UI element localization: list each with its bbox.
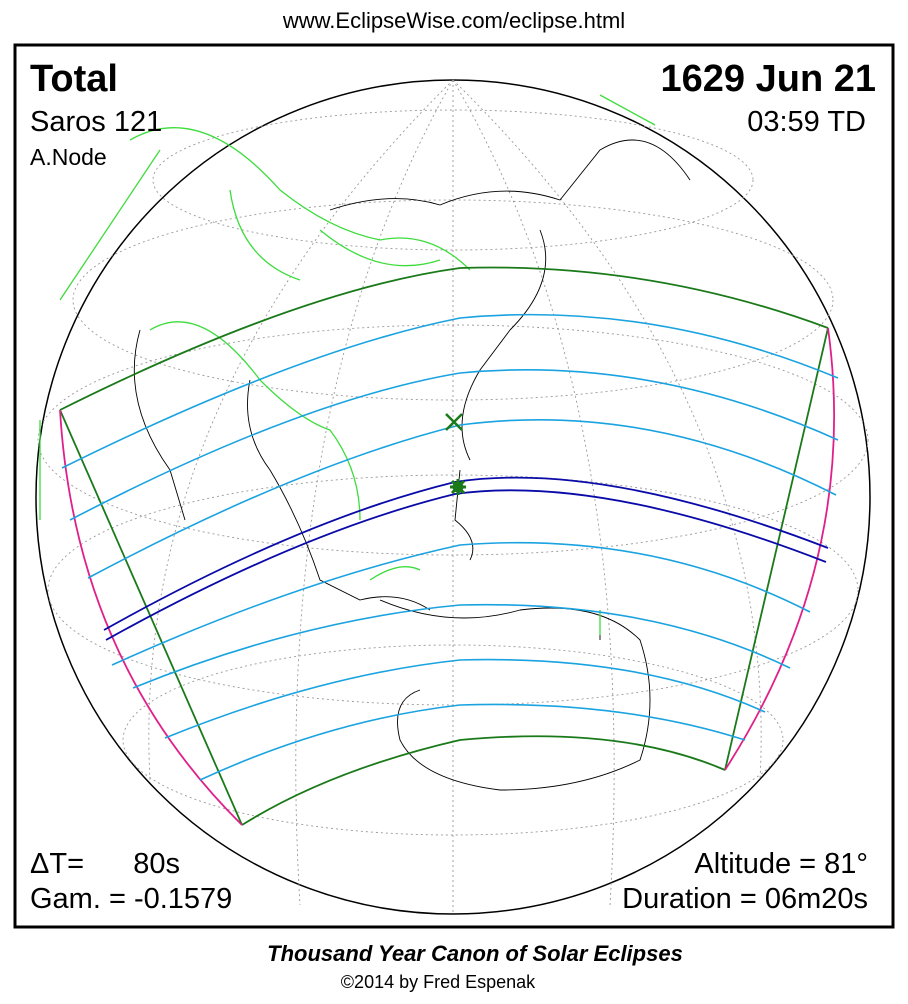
greatest-eclipse-marker [445, 413, 463, 431]
magnitude-line [69, 369, 839, 521]
meridian [452, 79, 762, 781]
gamma: Gam. = -0.1579 [30, 883, 232, 915]
umbra-south-limit [105, 489, 827, 641]
delta-t-label: ΔT= [30, 848, 84, 880]
star-center [452, 481, 464, 493]
magnitude-line [132, 603, 791, 689]
parallel [122, 644, 784, 836]
parallel [152, 109, 754, 251]
border [39, 94, 656, 635]
penumbra-south-limit [241, 735, 726, 826]
saros: Saros 121 [30, 106, 162, 138]
duration: Duration = 06m20s [622, 883, 868, 915]
parallel [72, 199, 834, 401]
rise-curve [59, 409, 243, 826]
eclipse-path [59, 266, 839, 826]
set-curve [724, 327, 836, 771]
magnitude-line [199, 703, 746, 781]
globe [35, 79, 871, 915]
meridian [452, 79, 615, 906]
sunset-limit [724, 327, 829, 771]
greatest-duration-marker [450, 479, 466, 495]
graticule [37, 79, 869, 914]
eclipse-date: 1629 Jun 21 [661, 58, 876, 100]
time: 03:59 TD [747, 106, 866, 138]
sunrise-limit [59, 409, 243, 826]
url: www.EclipseWise.com/eclipse.html [282, 8, 625, 33]
magnitude-line [164, 658, 766, 739]
altitude: Altitude = 81° [694, 848, 868, 880]
borders [39, 94, 656, 635]
magnitude-line [61, 313, 839, 469]
copyright: ©2014 by Fred Espenak [341, 972, 536, 992]
magnitude-line [87, 419, 837, 579]
frame [13, 43, 895, 929]
node: A.Node [30, 144, 107, 170]
meridian [148, 79, 454, 781]
magnitude-line [111, 541, 811, 666]
delta-t-value: 80s [133, 848, 180, 880]
coastline [133, 139, 691, 791]
coastlines [133, 139, 691, 791]
canon-title: Thousand Year Canon of Solar Eclipses [267, 941, 683, 966]
penumbra-north-limit [59, 266, 829, 411]
eclipse-type: Total [30, 58, 118, 100]
meridian [295, 79, 454, 906]
